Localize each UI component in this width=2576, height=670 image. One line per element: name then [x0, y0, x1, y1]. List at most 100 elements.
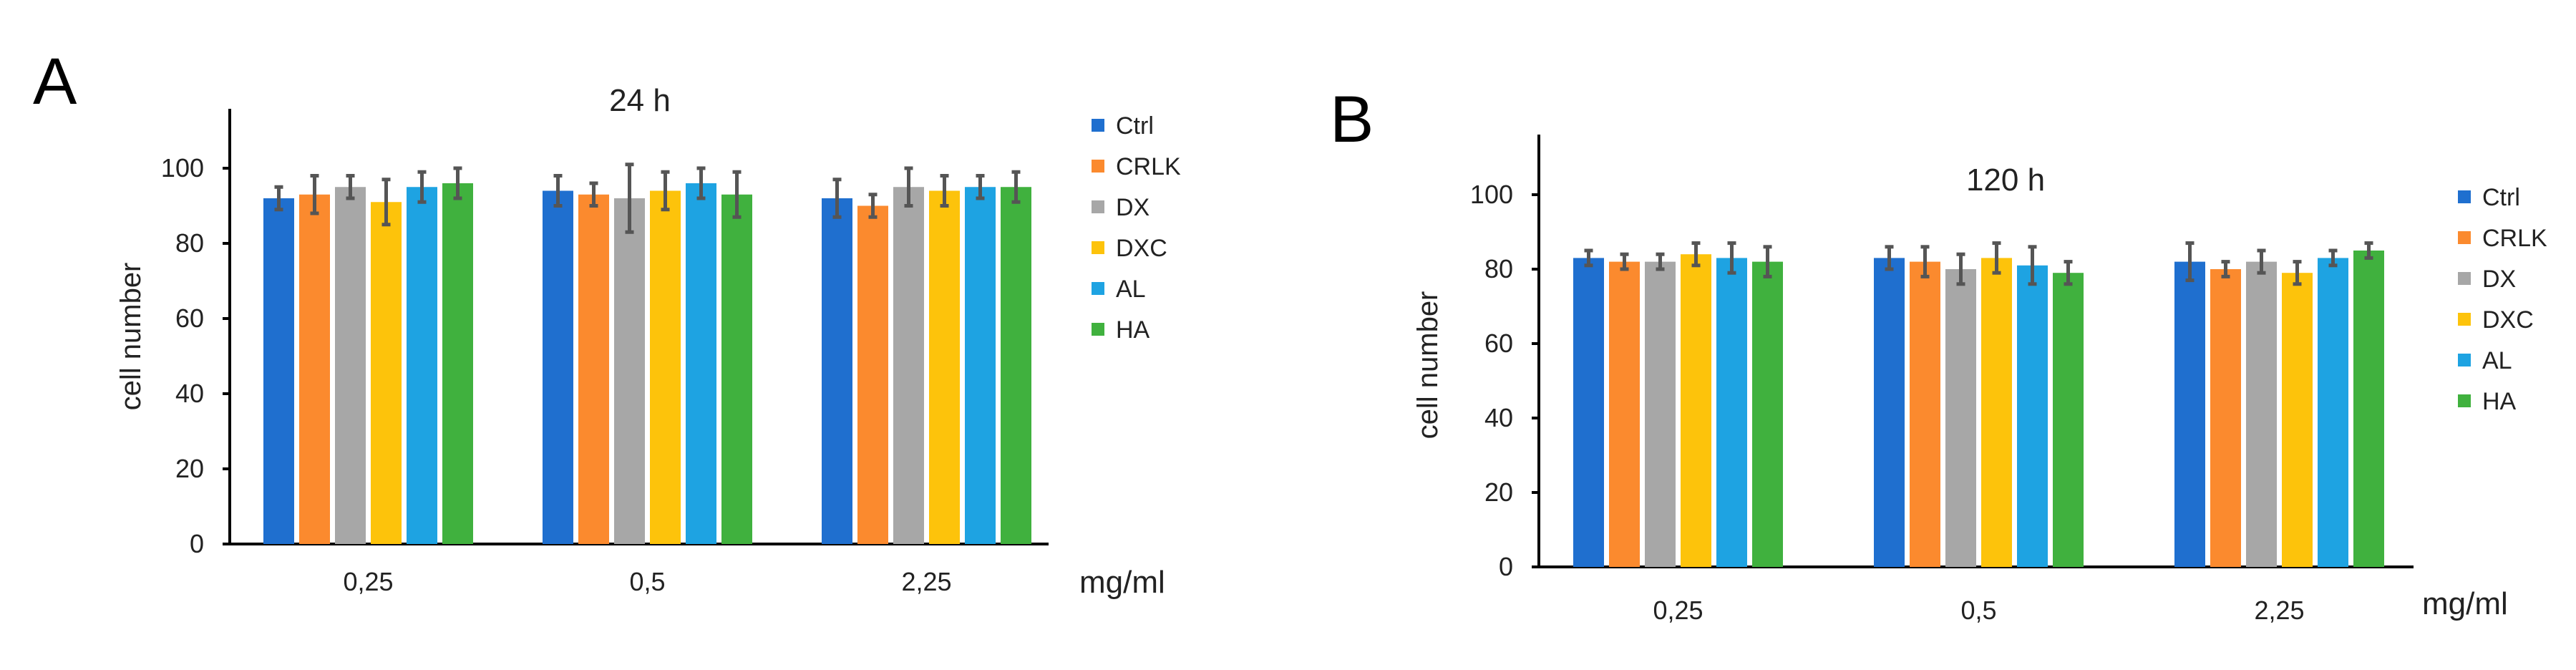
error-bar [453, 166, 462, 200]
error-bar [1727, 241, 1736, 275]
legend-label: CRLK [1116, 153, 1181, 180]
x-category-label: 0,5 [629, 567, 665, 596]
chart-120h: 120 h cell number mg/ml 0 20 40 60 80 100 0,25… [1412, 135, 2547, 625]
error-bar [904, 166, 913, 208]
legend-swatch [1092, 241, 1104, 254]
error-bar [1691, 241, 1701, 268]
error-bar [2364, 241, 2373, 260]
error-bar [2064, 260, 2073, 286]
legend-item-dx: DX [1092, 194, 1150, 221]
chart-title: 24 h [609, 83, 671, 118]
error-bar [1584, 248, 1593, 268]
bar-al-1 [407, 187, 437, 544]
y-tick-label: 40 [1484, 403, 1513, 432]
error-bar [2185, 241, 2195, 283]
legend-item-ha: HA [1092, 316, 1150, 344]
error-bar [2328, 248, 2338, 268]
bar-dx-2 [1945, 269, 1976, 567]
legend-label: AL [1116, 276, 1146, 303]
bar-crlk-3 [2210, 269, 2241, 567]
error-bar [696, 166, 706, 200]
error-bar [940, 174, 949, 208]
bar-dxc-2 [1981, 258, 2012, 567]
legend-label: AL [2482, 347, 2512, 374]
error-bar [346, 174, 355, 200]
bar-al-3 [965, 187, 996, 544]
bar-dxc-1 [1681, 254, 1711, 567]
error-bar [417, 170, 427, 204]
bar-al-2 [686, 183, 716, 544]
legend-swatch [2458, 190, 2471, 203]
x-category-label: 0,25 [343, 567, 393, 596]
y-tick-label: 100 [161, 153, 204, 183]
bar-ctrl-1 [263, 198, 294, 544]
x-category-label: 0,5 [1960, 596, 1996, 625]
y-tick-label: 20 [1484, 477, 1513, 507]
bar-dxc-2 [650, 190, 681, 544]
error-bar [381, 178, 391, 227]
bar-ctrl-2 [1874, 258, 1905, 567]
bar-ha-1 [442, 183, 473, 544]
legend-swatch [2458, 272, 2471, 285]
bar-dxc-1 [371, 202, 402, 544]
legend-item-crlk: CRLK [2458, 225, 2547, 252]
x-category-label: 0,25 [1653, 596, 1703, 625]
bar-dx-2 [614, 198, 645, 544]
bar-dxc-3 [2282, 273, 2313, 567]
bar-ha-2 [721, 194, 752, 544]
legend-item-al: AL [2458, 347, 2512, 374]
x-category-label: 2,25 [901, 567, 951, 596]
y-tick-label: 60 [175, 304, 204, 333]
y-tick-label: 100 [1470, 180, 1513, 209]
error-bar [2257, 248, 2266, 275]
y-tick-label: 80 [1484, 254, 1513, 283]
bar-ha-3 [2353, 251, 2384, 567]
bar-al-3 [2318, 258, 2348, 567]
legend-label: DXC [1116, 235, 1167, 262]
bar-ha-2 [2053, 273, 2084, 567]
error-bar [1620, 252, 1629, 271]
legend-item-dxc: DXC [1092, 235, 1167, 262]
error-bar [1956, 252, 1965, 286]
error-bar [1885, 245, 1894, 271]
error-bar [1011, 170, 1021, 204]
legend-label: Ctrl [2482, 184, 2520, 211]
error-bar [310, 174, 319, 215]
legend-label: DXC [2482, 306, 2534, 334]
y-tick-label: 0 [190, 529, 204, 558]
y-axis-label: cell number [1412, 291, 1444, 440]
legend-swatch [2458, 394, 2471, 407]
bar-ctrl-1 [1573, 258, 1604, 567]
y-tick-label: 80 [175, 228, 204, 258]
y-tick-label: 20 [175, 454, 204, 483]
error-bar [2221, 260, 2230, 278]
error-bar [2293, 260, 2302, 286]
error-bar [976, 174, 985, 200]
error-bar [274, 185, 283, 212]
legend-swatch [1092, 323, 1104, 336]
error-bar [553, 174, 563, 208]
y-tick-label: 40 [175, 379, 204, 408]
bar-al-2 [2017, 265, 2048, 567]
bar-ctrl-3 [2174, 261, 2205, 567]
error-bar [732, 170, 742, 219]
legend-label: CRLK [2482, 225, 2547, 252]
bar-crlk-2 [1910, 261, 1940, 567]
bar-dx-1 [1645, 261, 1676, 567]
legend-swatch [1092, 160, 1104, 173]
y-tick-label: 0 [1499, 552, 1513, 581]
chart-24h: 24 h cell number mg/ml 0 20 40 60 80 100 0,25 0… [115, 83, 1181, 600]
bar-ha-3 [1001, 187, 1031, 544]
bar-ha-1 [1752, 261, 1783, 567]
bar-crlk-1 [299, 194, 330, 544]
legend-item-al: AL [1092, 276, 1146, 303]
x-category-label: 2,25 [2254, 596, 2304, 625]
legend-item-crlk: CRLK [1092, 153, 1181, 180]
y-tick-label: 60 [1484, 329, 1513, 358]
error-bar [868, 193, 878, 219]
panel-label-a: A [33, 45, 77, 118]
bar-dx-3 [893, 187, 924, 544]
y-axis-label: cell number [115, 263, 147, 411]
error-bar [589, 181, 598, 208]
